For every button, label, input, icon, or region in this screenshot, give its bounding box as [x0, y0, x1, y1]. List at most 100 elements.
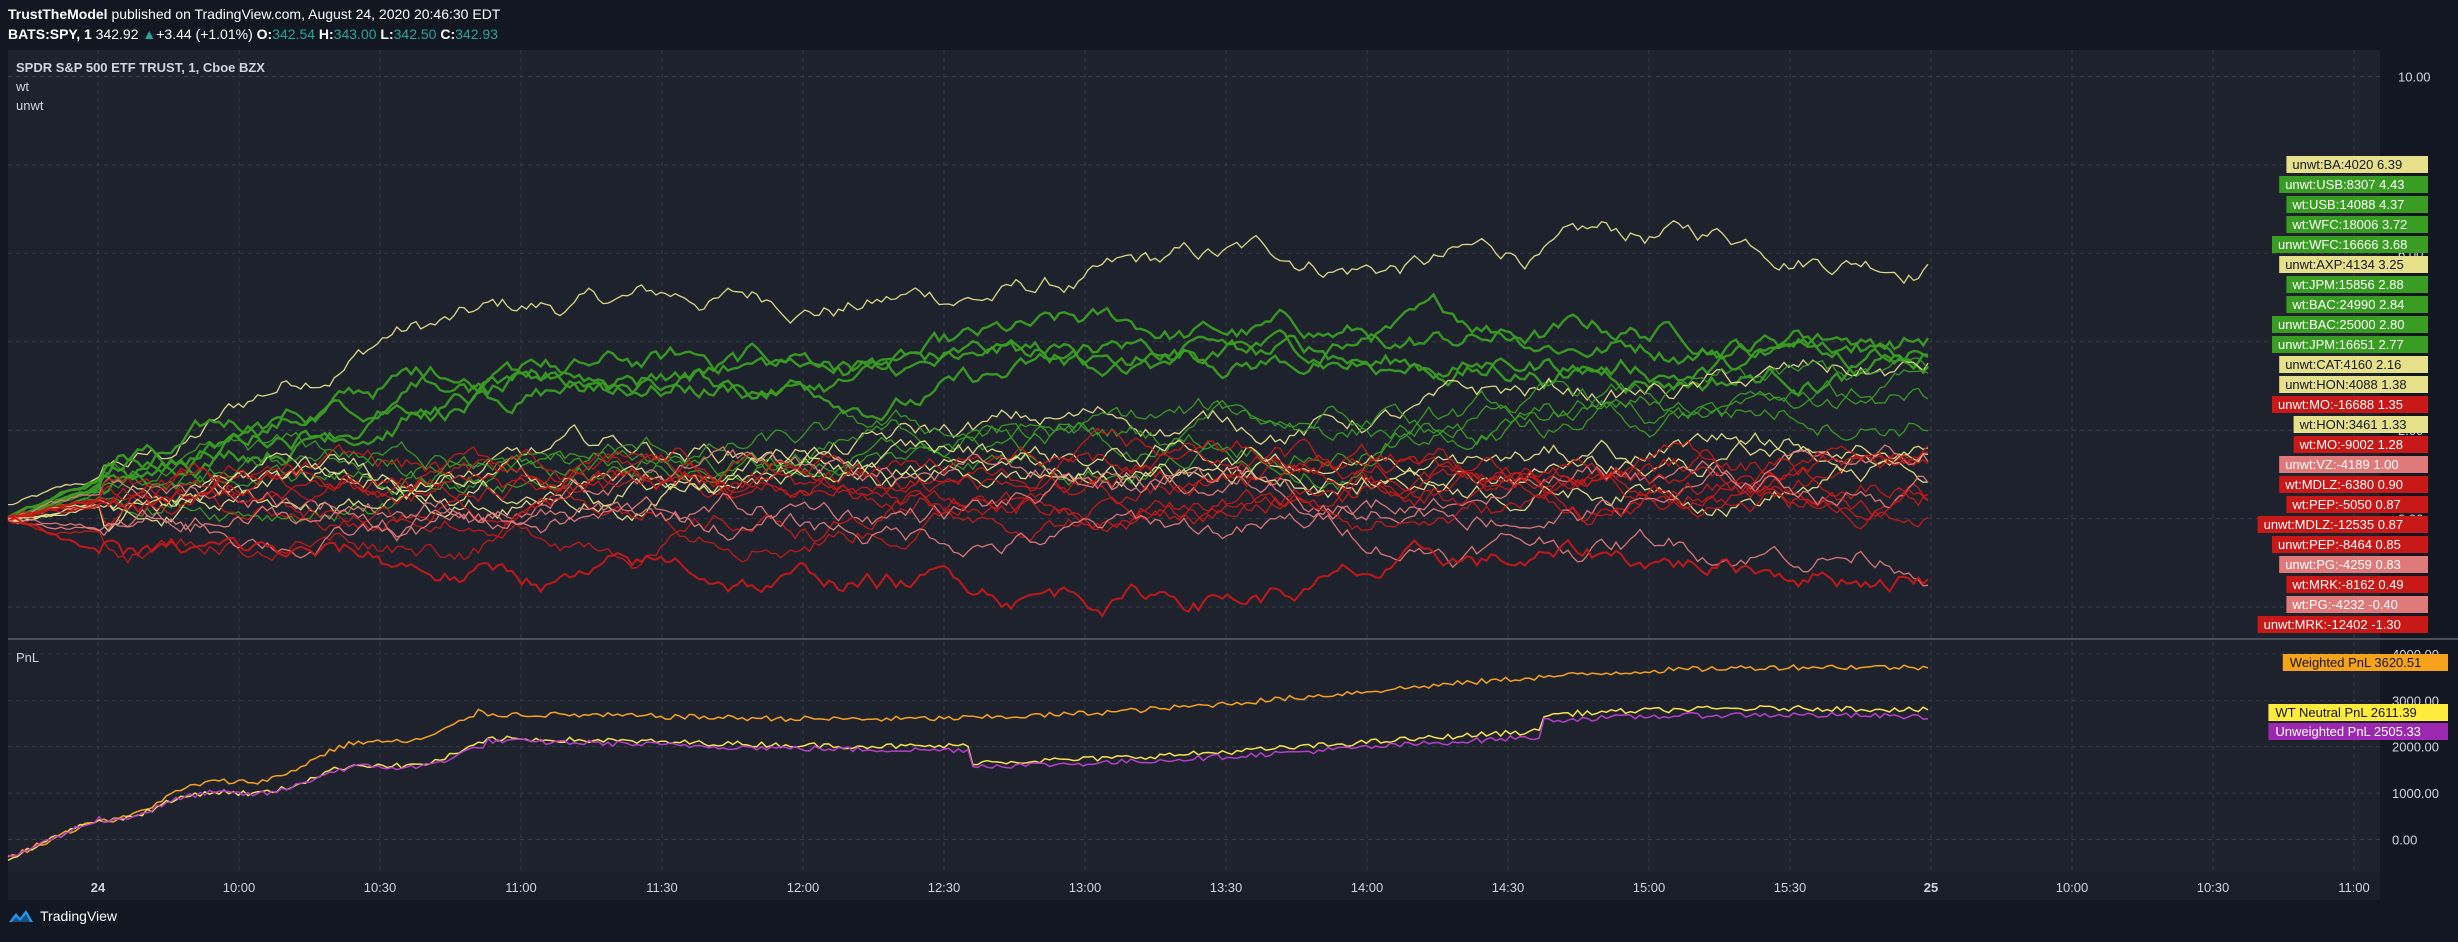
- price-label: unwt:CAT:4160 2.16: [2285, 357, 2401, 372]
- series-line-unwt-BA-4020: [7, 220, 1929, 506]
- price-label-bg: [2272, 336, 2428, 353]
- price-y-tick: 10.00: [2398, 70, 2431, 85]
- x-tick-label: 12:00: [787, 880, 820, 895]
- price-label-bg: [2279, 176, 2428, 193]
- series-line-unwt-MDLZ--12535: [7, 438, 1929, 522]
- pnl-label-bg: [2282, 654, 2448, 671]
- pnl-value-label: WT Neutral PnL 2611.39: [2275, 705, 2416, 720]
- pnl-y-tick: 0.00: [2392, 833, 2417, 848]
- close-value: 342.93: [455, 26, 498, 42]
- series-line-unwt-BAC-25000: [7, 387, 1929, 520]
- price-label: unwt:HON:4088 1.38: [2285, 377, 2406, 392]
- x-tick-label: 25: [1924, 880, 1938, 895]
- pnl-pane-title: PnL: [16, 650, 39, 665]
- price-change: +3.44 (+1.01%): [156, 26, 253, 42]
- price-label-bg: [2286, 296, 2428, 313]
- price-label: unwt:PG:-4259 0.83: [2285, 557, 2401, 572]
- price-label: wt:PG:-4232 -0.40: [2291, 597, 2398, 612]
- x-tick-label: 24: [91, 880, 106, 895]
- price-label: unwt:WFC:16666 3.68: [2278, 237, 2407, 252]
- price-label-bg: [2286, 216, 2428, 233]
- x-tick-label: 13:30: [1210, 880, 1243, 895]
- price-label-bg: [2279, 456, 2428, 473]
- pnl-y-tick: 1000.00: [2392, 786, 2439, 801]
- price-label: unwt:MRK:-12402 -1.30: [2264, 617, 2401, 632]
- x-tick-label: 11:00: [505, 880, 537, 895]
- price-label: wt:BAC:24990 2.84: [2291, 297, 2404, 312]
- price-label: wt:JPM:15856 2.88: [2291, 277, 2403, 292]
- high-label: H:: [318, 26, 334, 42]
- price-pane-title: SPDR S&P 500 ETF TRUST, 1, Cboe BZX: [16, 60, 265, 75]
- ohlc-line: BATS:SPY, 1 342.92 ▲+3.44 (+1.01%) O:342…: [8, 24, 500, 44]
- price-label-bg: [2286, 196, 2428, 213]
- legend-unwt[interactable]: unwt: [16, 98, 44, 113]
- open-value: 342.54: [272, 26, 316, 42]
- series-line-wt-MO--9002: [7, 427, 1929, 533]
- publish-header: TrustTheModel published on TradingView.c…: [8, 4, 500, 44]
- close-label: C:: [440, 26, 456, 42]
- symbol[interactable]: BATS:SPY, 1: [8, 26, 92, 42]
- price-label: wt:MDLZ:-6380 0.90: [2284, 477, 2403, 492]
- x-tick-label: 14:30: [1492, 880, 1525, 895]
- x-tick-label: 11:30: [646, 880, 678, 895]
- x-tick-label: 13:00: [1069, 880, 1102, 895]
- price-label: wt:HON:3461 1.33: [2299, 417, 2407, 432]
- series-line-unwt-MRK--12402: [7, 515, 1929, 618]
- series-line-unwt-VZ--4189: [7, 444, 1929, 525]
- price-label-bg: [2257, 516, 2428, 533]
- price-label-bg: [2272, 236, 2428, 253]
- price-label-bg: [2286, 156, 2428, 173]
- series-line-unwt-WFC-16666: [7, 332, 1929, 519]
- time-axis-strip: [8, 872, 2380, 900]
- x-tick-label: 15:30: [1774, 880, 1807, 895]
- pnl-pane: [8, 640, 2380, 872]
- price-label: wt:PEP:-5050 0.87: [2291, 497, 2400, 512]
- price-label-bg: [2279, 356, 2428, 373]
- last-price: 342.92: [95, 26, 139, 42]
- price-label: wt:USB:14088 4.37: [2291, 197, 2404, 212]
- price-label: unwt:MO:-16688 1.35: [2278, 397, 2403, 412]
- price-label-bg: [2293, 436, 2428, 453]
- price-label: unwt:BAC:25000 2.80: [2278, 317, 2404, 332]
- pnl-label-bg: [2268, 723, 2448, 740]
- footer-brand[interactable]: TradingView: [40, 908, 118, 924]
- x-tick-label: 10:00: [223, 880, 256, 895]
- price-label: wt:WFC:18006 3.72: [2291, 217, 2407, 232]
- publisher-name[interactable]: TrustTheModel: [8, 6, 108, 22]
- price-label-bg: [2286, 496, 2428, 513]
- open-label: O:: [256, 26, 273, 42]
- price-label: unwt:PEP:-8464 0.85: [2278, 537, 2401, 552]
- footer: TradingView: [8, 908, 117, 924]
- price-label: unwt:USB:8307 4.43: [2285, 177, 2404, 192]
- series-line-wt-PG--4232: [7, 501, 1929, 587]
- price-pane: [8, 50, 2380, 638]
- pnl-line-wt-neutral-pnl: [7, 704, 1929, 862]
- price-label-bg: [2279, 256, 2428, 273]
- pnl-y-tick: 2000.00: [2392, 740, 2439, 755]
- published-text: published on TradingView.com, August 24,…: [111, 6, 501, 22]
- legend-wt[interactable]: wt: [15, 79, 29, 94]
- price-label-bg: [2293, 416, 2428, 433]
- x-tick-label: 15:00: [1633, 880, 1666, 895]
- price-label-bg: [2272, 316, 2428, 333]
- price-label-bg: [2279, 376, 2428, 393]
- high-value: 343.00: [333, 26, 377, 42]
- series-line-unwt-PG--4259: [7, 463, 1929, 542]
- pnl-line-weighted-pnl: [7, 664, 1929, 858]
- pnl-line-unweighted-pnl: [7, 711, 1929, 858]
- price-label-bg: [2286, 596, 2428, 613]
- pnl-value-label: Weighted PnL 3620.51: [2290, 655, 2422, 670]
- tradingview-logo-icon: [9, 910, 33, 922]
- pnl-value-label: Unweighted PnL 2505.33: [2275, 724, 2421, 739]
- x-tick-label: 11:00: [2338, 880, 2370, 895]
- low-label: L:: [380, 26, 394, 42]
- up-triangle-icon: ▲: [142, 26, 157, 42]
- price-label: unwt:JPM:16651 2.77: [2278, 337, 2404, 352]
- x-tick-label: 10:30: [2197, 880, 2230, 895]
- series-line-wt-USB-14088: [7, 313, 1930, 523]
- series-line-unwt-PEP--8464: [7, 445, 1929, 533]
- price-label: unwt:BA:4020 6.39: [2292, 157, 2402, 172]
- price-label: unwt:AXP:4134 3.25: [2285, 257, 2404, 272]
- price-label-bg: [2279, 556, 2428, 573]
